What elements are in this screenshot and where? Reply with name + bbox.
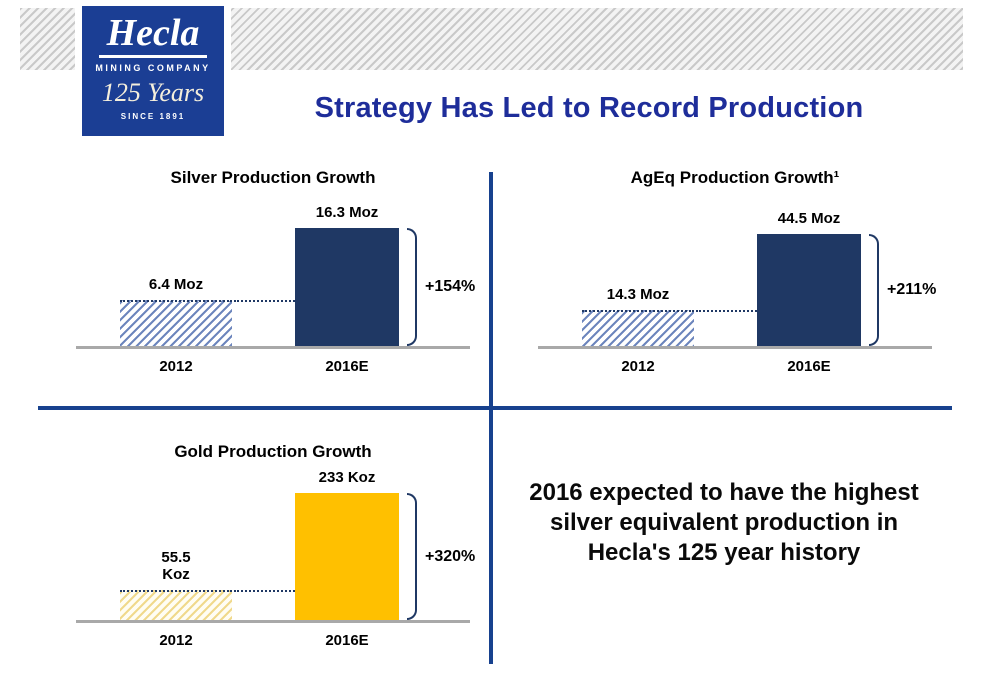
callout-text: 2016 expected to have the highest silver…	[529, 479, 919, 566]
bar-2016e	[295, 228, 399, 346]
bar-2012	[582, 310, 694, 346]
x-axis	[538, 346, 932, 349]
growth-label: +320%	[425, 547, 476, 565]
value-label-2012: 6.4 Moz	[148, 275, 204, 293]
vertical-divider	[489, 172, 493, 664]
logo-since: SINCE 1891	[120, 112, 186, 121]
value-label-2012: 14.3 Moz	[606, 285, 670, 303]
growth-bracket	[407, 493, 417, 620]
bar-2012	[120, 590, 232, 620]
chart-plot: 14.3 Moz 44.5 Moz +211% 2012 2016E	[520, 194, 950, 379]
x-label-2016e: 2016E	[325, 632, 369, 649]
growth-label: +154%	[425, 278, 476, 295]
chart-title: Silver Production Growth	[170, 168, 376, 187]
growth-bracket	[407, 228, 417, 346]
chart-silver-production: Silver Production Growth 6.4 Moz 16.3 Mo…	[58, 168, 488, 383]
chart-plot: 6.4 Moz 16.3 Moz +154% 2012 2016E	[58, 194, 488, 379]
x-axis	[76, 346, 470, 349]
value-label-2012: 55.5 Koz	[161, 548, 191, 583]
bar-2012	[120, 300, 232, 346]
x-label-2012: 2012	[159, 632, 193, 649]
value-label-2016e: 233 Koz	[318, 468, 376, 486]
x-label-2016e: 2016E	[787, 358, 831, 375]
chart-gold-production: Gold Production Growth 55.5 Koz 233 Koz …	[58, 442, 488, 657]
growth-label: +211%	[887, 281, 937, 298]
logo-anniversary: 125 Years	[101, 78, 205, 107]
dotted-connector	[234, 590, 295, 592]
chart-plot: 55.5 Koz 233 Koz +320% 2012 2016E	[58, 468, 488, 653]
chart-title: AgEq Production Growth¹	[630, 168, 840, 187]
horizontal-divider	[38, 406, 952, 410]
hecla-logo: Hecla MINING COMPANY 125 Years SINCE 189…	[82, 6, 224, 136]
logo-subtitle: MINING COMPANY	[95, 63, 211, 73]
bar-2016e	[757, 234, 861, 346]
x-label-2012: 2012	[159, 358, 193, 375]
chart-ageq-production: AgEq Production Growth¹ 14.3 Moz 44.5 Mo…	[520, 168, 950, 383]
logo-wordmark: Hecla	[98, 14, 208, 58]
x-axis	[76, 620, 470, 623]
page-title: Strategy Has Led to Record Production	[314, 92, 864, 124]
x-label-2012: 2012	[621, 358, 655, 375]
value-label-2016e: 44.5 Moz	[777, 209, 841, 227]
dotted-connector	[234, 300, 295, 302]
growth-bracket	[869, 234, 879, 346]
bar-2016e	[295, 493, 399, 620]
dotted-connector	[696, 310, 757, 312]
chart-title: Gold Production Growth	[174, 442, 372, 461]
x-label-2016e: 2016E	[325, 358, 369, 375]
value-label-2016e: 16.3 Moz	[315, 203, 379, 221]
